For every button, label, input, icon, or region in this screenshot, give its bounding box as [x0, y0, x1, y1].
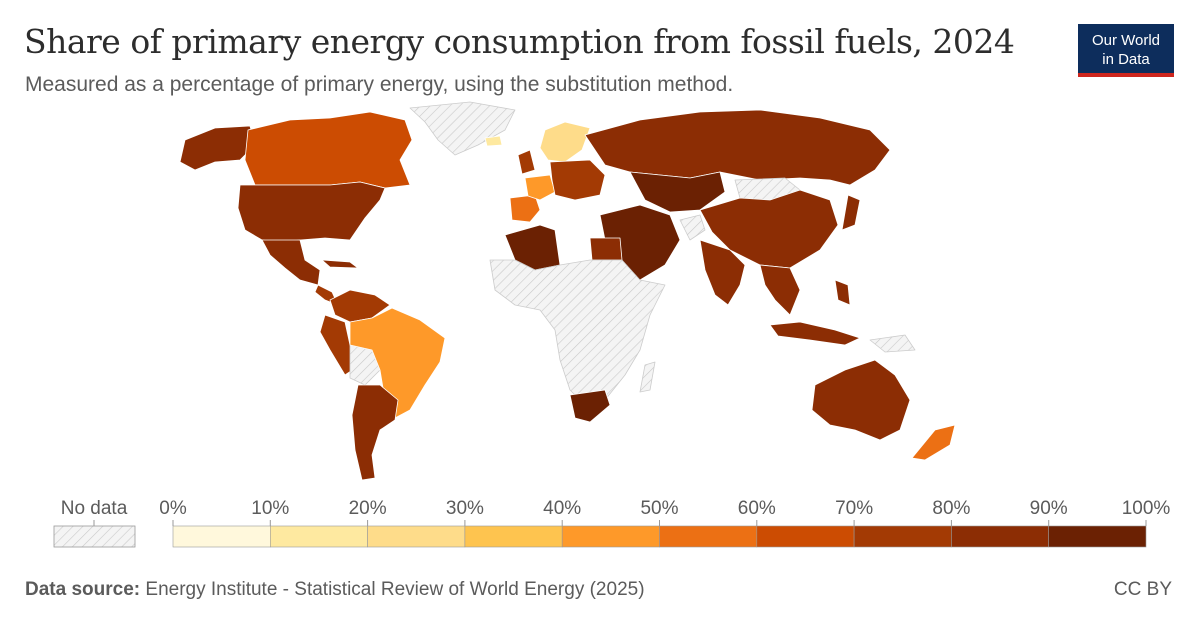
legend-bin-9[interactable] [1048, 525, 1147, 548]
legend-no-data-swatch [53, 525, 136, 548]
legend-color-bins [172, 525, 1147, 548]
legend-tick-2: 20% [349, 498, 387, 519]
legend-bin-2[interactable] [367, 525, 466, 548]
legend-tick-1: 10% [251, 498, 289, 519]
region-afghanistan[interactable] [679, 214, 706, 241]
source-label: Data source: [25, 579, 141, 600]
legend-tick-6: 60% [738, 498, 776, 519]
region-papua[interactable] [869, 334, 916, 353]
region-greenland[interactable] [409, 101, 516, 156]
region-scandinavia[interactable] [539, 121, 591, 163]
legend-tick-5: 50% [640, 498, 678, 519]
page-title: Share of primary energy consumption from… [24, 22, 1015, 61]
region-southeast-asia[interactable] [759, 264, 801, 316]
legend-tick-4: 40% [543, 498, 581, 519]
region-indonesia[interactable] [769, 321, 861, 346]
region-brazil[interactable] [349, 307, 446, 419]
legend-bin-0[interactable] [172, 525, 271, 548]
footer-source: Data source: Energy Institute - Statisti… [25, 579, 645, 601]
region-usa[interactable] [237, 181, 386, 243]
region-japan[interactable] [841, 194, 861, 231]
license-label[interactable]: CC BY [1113, 579, 1172, 600]
page-subtitle: Measured as a percentage of primary ener… [25, 73, 734, 96]
region-caribbean[interactable] [321, 259, 359, 269]
legend-tick-labels: 0% 10% 20% 30% 40% 50% 60% 70% 80% 90% 100% [159, 498, 1170, 526]
region-madagascar[interactable] [639, 361, 656, 393]
region-south-africa[interactable] [569, 389, 611, 423]
region-egypt[interactable] [589, 237, 623, 261]
legend-bin-4[interactable] [561, 525, 660, 548]
owid-logo[interactable]: Our World in Data [1078, 24, 1174, 77]
region-india[interactable] [699, 239, 746, 306]
region-northern-south-america[interactable] [329, 289, 391, 323]
region-canada[interactable] [244, 111, 413, 189]
region-central-asia[interactable] [629, 171, 726, 213]
legend-bin-1[interactable] [269, 525, 368, 548]
region-alaska[interactable] [179, 125, 256, 171]
region-philippines[interactable] [834, 279, 851, 306]
color-legend: 0% 10% 20% 30% 40% 50% 60% 70% 80% 90% 100% No dat… [53, 498, 1170, 548]
region-central-europe[interactable] [549, 159, 606, 201]
legend-bin-7[interactable] [853, 525, 952, 548]
region-uk[interactable] [517, 149, 536, 175]
legend-tick-8: 80% [932, 498, 970, 519]
legend-bin-5[interactable] [659, 525, 758, 548]
legend-bin-8[interactable] [951, 525, 1050, 548]
legend-bin-6[interactable] [756, 525, 855, 548]
world-map [179, 101, 956, 481]
region-china[interactable] [699, 189, 839, 269]
legend-tick-3: 30% [446, 498, 484, 519]
legend-tick-7: 70% [835, 498, 873, 519]
region-mexico[interactable] [261, 239, 321, 286]
logo-line-2: in Data [1102, 51, 1150, 68]
source-text[interactable]: Energy Institute - Statistical Review of… [145, 579, 645, 600]
region-france[interactable] [524, 174, 556, 201]
legend-tick-9: 90% [1030, 498, 1068, 519]
region-africa-nodata[interactable] [489, 259, 666, 406]
logo-line-1: Our World [1091, 32, 1161, 49]
region-australia[interactable] [811, 359, 911, 441]
region-new-zealand[interactable] [911, 424, 956, 461]
legend-tick-10: 100% [1122, 498, 1171, 519]
region-iceland[interactable] [484, 135, 503, 147]
region-iberia[interactable] [509, 194, 541, 223]
region-argentina[interactable] [351, 384, 399, 481]
legend-no-data-label: No data [61, 498, 128, 519]
legend-bin-3[interactable] [464, 525, 563, 548]
legend-tick-0: 0% [159, 498, 187, 519]
